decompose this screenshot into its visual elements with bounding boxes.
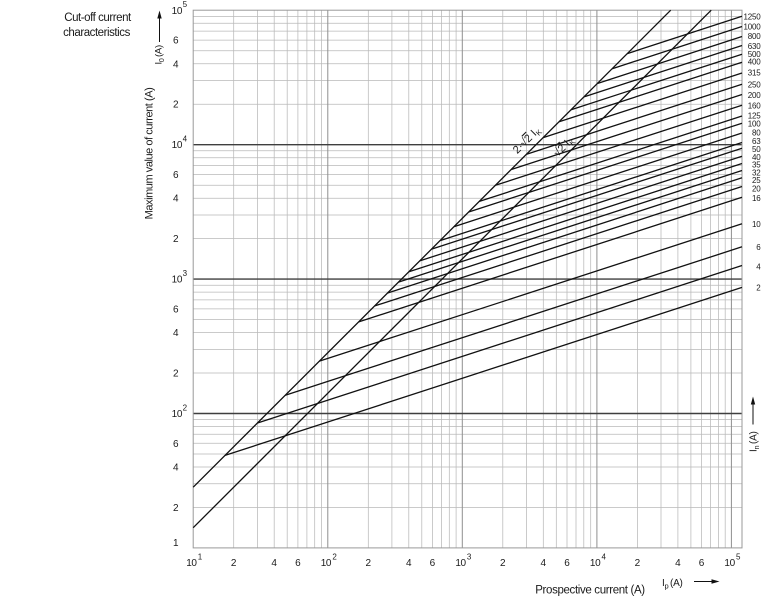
svg-text:40: 40 xyxy=(752,153,761,162)
svg-text:1: 1 xyxy=(198,553,203,562)
svg-text:10: 10 xyxy=(321,558,332,569)
svg-text:200: 200 xyxy=(748,91,761,100)
svg-text:80: 80 xyxy=(752,128,761,137)
svg-text:6: 6 xyxy=(564,558,570,569)
svg-text:6: 6 xyxy=(699,558,705,569)
svg-text:5: 5 xyxy=(183,0,188,9)
svg-text:10: 10 xyxy=(590,558,601,569)
svg-text:2: 2 xyxy=(756,283,761,292)
svg-text:32: 32 xyxy=(752,169,761,178)
svg-text:16: 16 xyxy=(752,194,761,203)
svg-text:4: 4 xyxy=(602,553,607,562)
svg-text:5: 5 xyxy=(736,553,741,562)
svg-text:315: 315 xyxy=(748,68,761,77)
svg-text:In (A): In (A) xyxy=(749,432,762,453)
svg-text:35: 35 xyxy=(752,160,761,169)
svg-text:3: 3 xyxy=(183,269,188,278)
svg-text:10: 10 xyxy=(752,220,761,229)
svg-text:10: 10 xyxy=(172,140,183,151)
svg-text:2: 2 xyxy=(183,403,188,412)
svg-text:4: 4 xyxy=(173,328,179,339)
svg-text:Maximum value of current (A): Maximum value of current (A) xyxy=(143,88,155,220)
svg-text:6: 6 xyxy=(430,558,436,569)
svg-text:25: 25 xyxy=(752,176,761,185)
svg-text:10: 10 xyxy=(186,558,197,569)
svg-text:20: 20 xyxy=(752,185,761,194)
svg-text:6: 6 xyxy=(295,558,301,569)
svg-text:6: 6 xyxy=(173,170,179,181)
svg-text:4: 4 xyxy=(173,462,179,473)
svg-text:125: 125 xyxy=(748,111,761,120)
svg-text:Cut-off current: Cut-off current xyxy=(64,12,132,24)
svg-text:Prospective current (A): Prospective current (A) xyxy=(535,585,645,597)
svg-text:4: 4 xyxy=(406,558,412,569)
svg-text:1250: 1250 xyxy=(744,12,762,21)
svg-text:10: 10 xyxy=(172,409,183,420)
svg-text:630: 630 xyxy=(748,42,761,51)
svg-text:10: 10 xyxy=(172,275,183,286)
svg-text:6: 6 xyxy=(173,439,179,450)
svg-text:800: 800 xyxy=(748,32,761,41)
svg-text:4: 4 xyxy=(271,558,277,569)
svg-text:2: 2 xyxy=(635,558,641,569)
svg-text:2: 2 xyxy=(500,558,506,569)
svg-text:10: 10 xyxy=(724,558,735,569)
svg-text:Ip (A): Ip (A) xyxy=(662,578,683,591)
svg-text:160: 160 xyxy=(748,102,761,111)
svg-text:4: 4 xyxy=(541,558,547,569)
svg-text:2: 2 xyxy=(173,100,179,111)
svg-text:characteristics: characteristics xyxy=(63,27,130,39)
svg-text:4: 4 xyxy=(675,558,681,569)
svg-text:1: 1 xyxy=(173,538,179,549)
svg-text:50: 50 xyxy=(752,145,761,154)
svg-text:4: 4 xyxy=(756,262,761,271)
svg-text:250: 250 xyxy=(748,81,761,90)
svg-text:4: 4 xyxy=(183,135,188,144)
svg-text:3: 3 xyxy=(467,553,472,562)
svg-text:1000: 1000 xyxy=(744,23,762,32)
svg-text:2: 2 xyxy=(173,369,179,380)
svg-text:2: 2 xyxy=(365,558,371,569)
svg-text:2: 2 xyxy=(173,503,179,514)
svg-text:4: 4 xyxy=(173,59,179,70)
svg-text:6: 6 xyxy=(756,243,761,252)
svg-text:400: 400 xyxy=(748,57,761,66)
svg-text:4: 4 xyxy=(173,194,179,205)
svg-text:2: 2 xyxy=(332,553,337,562)
svg-text:500: 500 xyxy=(748,50,761,59)
svg-text:I0 (A): I0 (A) xyxy=(154,45,166,64)
svg-text:2: 2 xyxy=(231,558,237,569)
svg-text:6: 6 xyxy=(173,304,179,315)
svg-text:6: 6 xyxy=(173,36,179,47)
svg-text:2: 2 xyxy=(173,234,179,245)
svg-text:10: 10 xyxy=(172,6,183,17)
svg-text:10: 10 xyxy=(455,558,466,569)
svg-text:100: 100 xyxy=(748,120,761,129)
svg-text:63: 63 xyxy=(752,137,761,146)
